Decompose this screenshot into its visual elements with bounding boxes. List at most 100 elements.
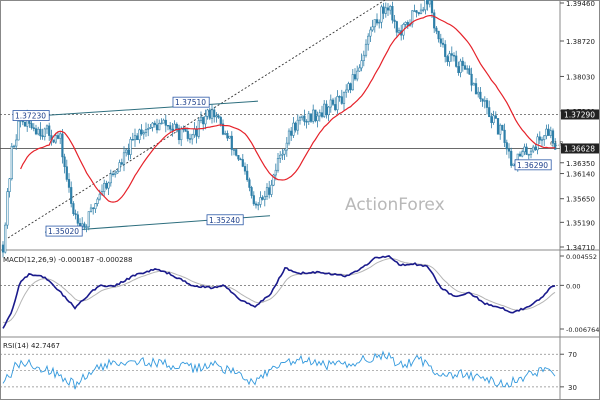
candle-body <box>294 122 297 131</box>
candle <box>501 124 504 131</box>
candle-body <box>338 96 341 98</box>
candle <box>41 128 44 140</box>
candle <box>525 143 528 155</box>
candle <box>140 124 143 136</box>
candle-body <box>85 226 88 228</box>
candle-body <box>226 133 229 139</box>
candle <box>305 119 308 129</box>
candle-body <box>488 107 491 117</box>
candle <box>358 64 361 72</box>
macd-tick-label: -0.006764 <box>566 326 599 334</box>
candle <box>309 113 313 123</box>
candle <box>270 179 273 198</box>
macd-signal-line <box>2 257 556 324</box>
candle-body <box>422 9 425 11</box>
candle-body <box>1 244 5 253</box>
macd-title: MACD(12,26,9) -0.000187 -0.000288 <box>3 256 132 264</box>
candle-body <box>336 96 339 111</box>
candle <box>340 89 343 105</box>
candle-body <box>347 83 350 91</box>
candle <box>153 120 156 128</box>
candle-body <box>175 123 178 129</box>
candle <box>292 116 295 139</box>
fib-label: 61.8 <box>550 140 564 147</box>
candle-body <box>263 195 266 200</box>
candle-body <box>257 204 260 206</box>
candle-body <box>276 157 280 171</box>
candle-body <box>155 124 159 131</box>
candle <box>283 148 286 161</box>
candle-body <box>479 91 482 100</box>
candle <box>188 133 192 144</box>
candle-body <box>296 119 299 131</box>
candle <box>345 84 348 98</box>
candle-body <box>334 104 337 111</box>
candle-body <box>415 10 418 13</box>
candle <box>364 39 368 58</box>
candle <box>281 148 284 160</box>
macd-tick-label: 0.004552 <box>566 253 597 261</box>
candle-body <box>98 193 101 200</box>
candle-body <box>144 129 148 133</box>
candle-body <box>252 195 255 205</box>
candle <box>213 106 216 123</box>
candle <box>114 170 117 178</box>
candle-body <box>318 112 321 117</box>
candle <box>65 159 68 182</box>
candle <box>512 163 515 167</box>
candle <box>307 110 310 126</box>
candle-body <box>169 125 172 130</box>
candle <box>367 33 370 51</box>
candle <box>243 162 247 175</box>
candle <box>287 128 291 146</box>
candle <box>492 110 495 125</box>
level-label-5-box <box>514 159 552 171</box>
candle <box>272 173 275 187</box>
candle-body <box>219 117 222 125</box>
price-tick-label: 1.35190 <box>566 219 595 227</box>
candle <box>547 124 550 136</box>
candle-body <box>358 67 361 72</box>
candle-body <box>540 139 544 141</box>
candle <box>226 130 229 141</box>
candle <box>446 54 449 66</box>
candle-body <box>362 54 365 61</box>
candle <box>239 157 242 161</box>
level-label-4: 1.35020 <box>48 227 79 236</box>
candle-body <box>230 135 233 150</box>
candle-body <box>356 70 359 80</box>
candle <box>323 100 326 118</box>
candle-body <box>213 109 216 118</box>
price-tick-label: 1.36140 <box>566 171 595 179</box>
candle <box>208 107 211 121</box>
candle-body <box>301 115 304 119</box>
candle-body <box>507 148 511 152</box>
candle <box>303 109 306 126</box>
candle <box>477 87 480 98</box>
candle-body <box>391 6 394 21</box>
candle <box>125 148 128 157</box>
candle <box>50 129 53 146</box>
candle-body <box>142 132 145 135</box>
candle-body <box>138 129 141 141</box>
candle-body <box>232 149 236 151</box>
candle-body <box>118 162 121 172</box>
candle <box>413 4 416 13</box>
candle <box>393 15 396 29</box>
candle <box>532 144 535 154</box>
candle <box>406 20 409 29</box>
candle <box>411 10 414 28</box>
candle-body <box>153 122 156 126</box>
candle <box>45 124 49 134</box>
candle <box>481 98 484 107</box>
candle <box>96 197 99 207</box>
candle <box>505 139 508 155</box>
candle-body <box>34 128 38 135</box>
candle <box>74 209 77 220</box>
candle <box>83 221 86 231</box>
candle <box>468 65 471 75</box>
candle <box>336 90 339 114</box>
candle-body <box>312 109 315 122</box>
candle <box>54 132 57 144</box>
candle-body <box>369 29 372 37</box>
